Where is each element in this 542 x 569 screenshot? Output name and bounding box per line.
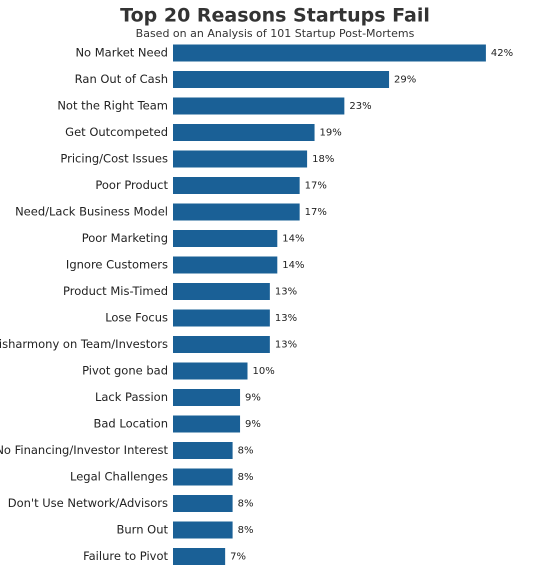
bar [173, 336, 270, 353]
bar [173, 230, 278, 247]
category-label: Pricing/Cost Issues [60, 152, 168, 166]
category-label: Not the Right Team [57, 99, 168, 113]
chart-subtitle: Based on an Analysis of 101 Startup Post… [136, 27, 415, 40]
category-label: Product Mis-Timed [63, 284, 168, 298]
value-label: 13% [275, 340, 297, 351]
bar [173, 177, 300, 194]
category-label: Disharmony on Team/Investors [0, 337, 168, 351]
value-label: 9% [245, 419, 261, 430]
chart-title: Top 20 Reasons Startups Fail [120, 5, 430, 27]
category-label: Failure to Pivot [83, 549, 168, 563]
bar [173, 283, 270, 300]
bar [173, 521, 233, 539]
bar [173, 309, 270, 327]
category-label: Ran Out of Cash [75, 72, 168, 86]
category-label: Need/Lack Business Model [15, 205, 168, 219]
category-label: Poor Product [95, 178, 168, 192]
category-label: Lack Passion [95, 390, 168, 404]
bar [173, 362, 248, 380]
bar [173, 124, 315, 141]
category-label: Pivot gone bad [82, 364, 168, 378]
category-label: Poor Marketing [82, 231, 168, 245]
value-label: 29% [394, 75, 416, 86]
category-label: Burn Out [117, 523, 169, 537]
value-label: 13% [275, 287, 297, 298]
bar [173, 150, 308, 168]
value-label: 17% [305, 207, 327, 218]
category-label: Don't Use Network/Advisors [8, 496, 168, 510]
value-label: 9% [245, 393, 261, 404]
bar [173, 71, 390, 88]
value-label: 42% [491, 48, 513, 59]
category-label: Ignore Customers [66, 258, 168, 272]
value-label: 23% [349, 101, 371, 112]
bar [173, 495, 233, 512]
bar [173, 97, 345, 115]
bar [173, 548, 226, 565]
value-label: 10% [253, 366, 275, 377]
value-label: 19% [320, 128, 342, 139]
bar [173, 415, 241, 433]
category-label: No Market Need [75, 46, 168, 60]
category-label: No Financing/Investor Interest [0, 443, 168, 457]
bar [173, 468, 233, 486]
value-label: 8% [238, 499, 254, 510]
category-label: Bad Location [93, 417, 168, 431]
bar [173, 44, 486, 62]
category-label: Legal Challenges [70, 470, 168, 484]
category-label: Lose Focus [105, 311, 168, 325]
bar [173, 442, 233, 459]
bar [173, 203, 300, 221]
value-label: 14% [282, 234, 304, 245]
value-label: 13% [275, 313, 297, 324]
value-label: 8% [238, 525, 254, 536]
value-label: 7% [230, 552, 246, 563]
value-label: 14% [282, 260, 304, 271]
value-label: 8% [238, 446, 254, 457]
value-label: 18% [312, 154, 334, 165]
bar [173, 256, 278, 274]
value-label: 17% [305, 181, 327, 192]
bar [173, 389, 241, 406]
value-label: 8% [238, 472, 254, 483]
category-label: Get Outcompeted [65, 125, 168, 139]
